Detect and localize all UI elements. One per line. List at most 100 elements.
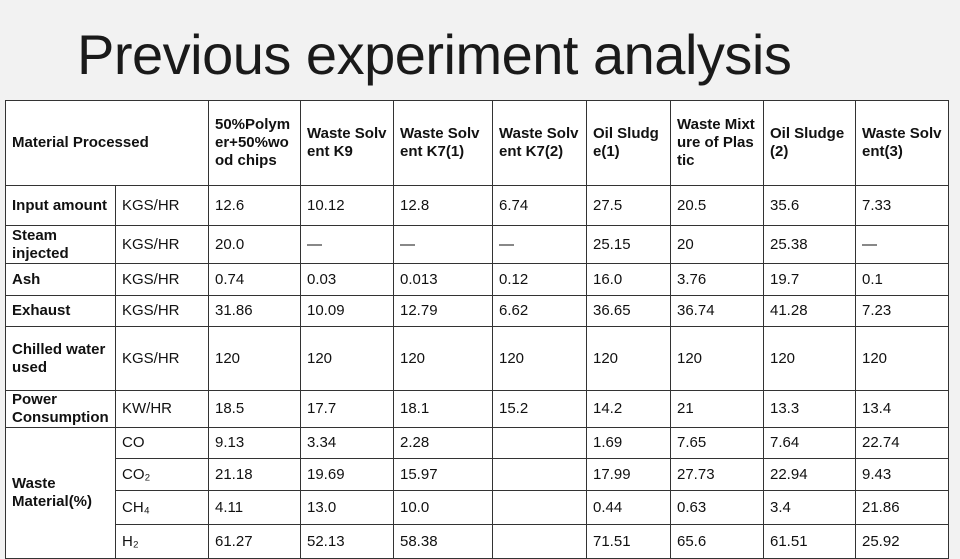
slide-title: Previous experiment analysis <box>77 23 792 86</box>
cell-value: 120 <box>855 326 949 391</box>
cell-value: 7.23 <box>855 295 949 327</box>
cell-value: — <box>492 225 587 264</box>
row-unit: KGS/HR <box>115 225 209 264</box>
column-header: Waste Solvent(3) <box>855 100 949 186</box>
cell-value: 25.38 <box>763 225 856 264</box>
row-label: Exhaust <box>5 295 116 327</box>
cell-value: 25.15 <box>586 225 671 264</box>
cell-value: 21.18 <box>208 458 301 491</box>
cell-value: 17.99 <box>586 458 671 491</box>
row-unit: CH₄ <box>115 490 209 525</box>
cell-value: 10.0 <box>393 490 493 525</box>
cell-value: 21 <box>670 390 764 428</box>
data-table: Material Processed 50%Polymer+50%wood chi… <box>5 100 949 559</box>
row-unit: H₂ <box>115 524 209 559</box>
cell-value: 36.65 <box>586 295 671 327</box>
cell-value: 13.4 <box>855 390 949 428</box>
cell-value: 65.6 <box>670 524 764 559</box>
row-label: Power Consumption <box>5 390 116 428</box>
cell-value: 0.12 <box>492 263 587 296</box>
cell-value: 9.13 <box>208 427 301 459</box>
cell-value: 27.5 <box>586 185 671 226</box>
slide: Previous experiment analysis Material Pr… <box>5 23 949 559</box>
cell-value: 12.79 <box>393 295 493 327</box>
cell-value: 120 <box>763 326 856 391</box>
header-label: Material Processed <box>5 100 209 186</box>
column-header: Oil Sludge(1) <box>586 100 671 186</box>
cell-value: 4.11 <box>208 490 301 525</box>
cell-value: 35.6 <box>763 185 856 226</box>
cell-value: 7.65 <box>670 427 764 459</box>
table-row: CH₄ 4.11 13.0 10.0 0.44 0.63 3.4 21.86 <box>6 490 949 525</box>
column-header: 50%Polymer+50%wood chips <box>208 100 301 186</box>
row-unit: KGS/HR <box>115 185 209 226</box>
cell-value <box>492 490 587 525</box>
row-unit: KGS/HR <box>115 326 209 391</box>
cell-value: 0.03 <box>300 263 394 296</box>
cell-value: 21.86 <box>855 490 949 525</box>
table-row: Waste Material(%) CO 9.13 3.34 2.28 1.69 7.65 7… <box>5 427 949 559</box>
cell-value: 13.3 <box>763 390 856 428</box>
cell-value: 13.0 <box>300 490 394 525</box>
cell-value: 20 <box>670 225 764 264</box>
row-label: Chilled water used <box>5 326 116 391</box>
cell-value: 3.76 <box>670 263 764 296</box>
cell-value: 15.2 <box>492 390 587 428</box>
column-header: Waste Solvent K9 <box>300 100 394 186</box>
column-header: Waste Solvent K7(2) <box>492 100 587 186</box>
cell-value: 22.74 <box>855 427 949 459</box>
row-unit: KW/HR <box>115 390 209 428</box>
cell-value: 120 <box>670 326 764 391</box>
cell-value: 58.38 <box>393 524 493 559</box>
row-unit: KGS/HR <box>115 263 209 296</box>
table-row: H₂ 61.27 52.13 58.38 71.51 65.6 61.51 25.92 <box>6 524 949 559</box>
cell-value: 71.51 <box>586 524 671 559</box>
cell-value: — <box>393 225 493 264</box>
column-header: Waste Mixture of Plastic <box>670 100 764 186</box>
cell-value: 0.44 <box>586 490 671 525</box>
cell-value: 12.8 <box>393 185 493 226</box>
cell-value: 22.94 <box>763 458 856 491</box>
cell-value: 7.33 <box>855 185 949 226</box>
table-row: Power Consumption KW/HR 18.5 17.7 18.1 15.2 14… <box>5 390 949 428</box>
cell-value: 120 <box>586 326 671 391</box>
row-unit: CO₂ <box>115 458 209 491</box>
cell-value: 120 <box>393 326 493 391</box>
cell-value: 2.28 <box>393 427 493 459</box>
cell-value: 3.4 <box>763 490 856 525</box>
row-label: Input amount <box>5 185 116 226</box>
cell-value: 17.7 <box>300 390 394 428</box>
cell-value: 36.74 <box>670 295 764 327</box>
cell-value: 15.97 <box>393 458 493 491</box>
row-label: Ash <box>5 263 116 296</box>
cell-value: — <box>855 225 949 264</box>
row-label: Steam injected <box>5 225 116 264</box>
cell-value <box>492 427 587 459</box>
cell-value: 0.013 <box>393 263 493 296</box>
table-row: Chilled water used KGS/HR 120 120 120 120 120 1… <box>5 326 949 391</box>
cell-value: 0.74 <box>208 263 301 296</box>
cell-value: 10.12 <box>300 185 394 226</box>
group-label: Waste Material(%) <box>5 427 116 559</box>
cell-value <box>492 524 587 559</box>
row-unit: CO <box>115 427 209 459</box>
column-header: Oil Sludge(2) <box>763 100 856 186</box>
cell-value: 61.27 <box>208 524 301 559</box>
table-row: Input amount KGS/HR 12.6 10.12 12.8 6.74 27.5 2… <box>5 185 949 226</box>
cell-value: 7.64 <box>763 427 856 459</box>
cell-value: 52.13 <box>300 524 394 559</box>
cell-value: 20.5 <box>670 185 764 226</box>
cell-value: — <box>300 225 394 264</box>
cell-value: 19.7 <box>763 263 856 296</box>
cell-value: 9.43 <box>855 458 949 491</box>
cell-value: 31.86 <box>208 295 301 327</box>
cell-value: 25.92 <box>855 524 949 559</box>
table-row: CO₂ 21.18 19.69 15.97 17.99 27.73 22.94 9.43 <box>6 458 949 491</box>
cell-value: 18.1 <box>393 390 493 428</box>
cell-value: 61.51 <box>763 524 856 559</box>
cell-value: 10.09 <box>300 295 394 327</box>
row-unit: KGS/HR <box>115 295 209 327</box>
table-row: Material Processed 50%Polymer+50%wood chi… <box>5 100 949 186</box>
cell-value: 1.69 <box>586 427 671 459</box>
cell-value: 19.69 <box>300 458 394 491</box>
